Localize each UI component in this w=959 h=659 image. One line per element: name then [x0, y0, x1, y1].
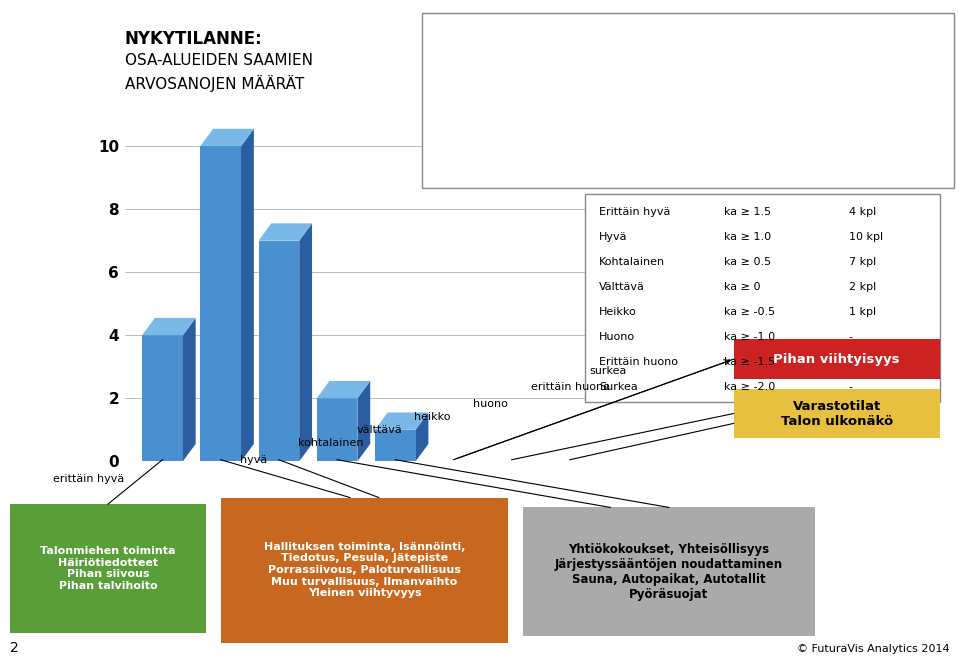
- Polygon shape: [415, 413, 429, 461]
- Text: Talonmiehen toiminta
Häiriötiedotteet
Pihan siivous
Pihan talvihoito: Talonmiehen toiminta Häiriötiedotteet Pi…: [40, 546, 175, 590]
- Text: hyvä: hyvä: [240, 455, 268, 465]
- Text: kohtalainen: kohtalainen: [298, 438, 363, 448]
- Polygon shape: [299, 223, 312, 461]
- Text: .: .: [867, 36, 871, 49]
- Polygon shape: [259, 223, 312, 241]
- Text: Hyvä: Hyvä: [599, 232, 628, 242]
- Text: 4 kpl: 4 kpl: [849, 206, 876, 217]
- Text: Huono: Huono: [599, 332, 636, 342]
- Text: -: -: [849, 382, 853, 392]
- Text: erittäin hyvä: erittäin hyvä: [53, 474, 124, 484]
- Text: surkea: surkea: [589, 366, 626, 376]
- Text: ka ≥ -0.5: ka ≥ -0.5: [724, 307, 775, 317]
- Text: erittäin huono: erittäin huono: [531, 382, 610, 392]
- Text: NYKYTILANNE:: NYKYTILANNE:: [125, 30, 263, 47]
- Bar: [200, 146, 241, 461]
- Polygon shape: [200, 129, 254, 146]
- Text: ka ≥ 1.0: ka ≥ 1.0: [724, 232, 771, 242]
- Text: , hieman hyvän rajan yläpuolella.: , hieman hyvän rajan yläpuolella.: [573, 95, 770, 108]
- Bar: [259, 241, 299, 461]
- Text: 2 kpl: 2 kpl: [849, 282, 876, 292]
- Text: välttävä: välttävä: [356, 425, 402, 435]
- Text: Erittäin hyvä: Erittäin hyvä: [599, 206, 670, 217]
- Text: Yhtiökokoukset, Yhteisöllisyys
Järjestyssääntöjen noudattaminen
Sauna, Autopaika: Yhtiökokoukset, Yhteisöllisyys Järjestys…: [555, 542, 783, 601]
- Text: Kaikilla muilla osa-alueilla keskiarvo oli selkeästi positiivinen ( >0.47).: Kaikilla muilla osa-alueilla keskiarvo o…: [438, 75, 854, 88]
- Text: OSA-ALUEIDEN SAAMIEN: OSA-ALUEIDEN SAAMIEN: [125, 53, 313, 68]
- Text: © FuturaVis Analytics 2014: © FuturaVis Analytics 2014: [797, 645, 949, 654]
- Text: Välttävä: Välttävä: [599, 282, 645, 292]
- Bar: [375, 430, 415, 461]
- Text: (-0.07).: (-0.07).: [712, 55, 759, 69]
- Bar: [142, 335, 183, 461]
- Text: 7 kpl: 7 kpl: [849, 257, 876, 267]
- Text: 2: 2: [10, 641, 18, 656]
- Text: 1.07: 1.07: [544, 95, 573, 108]
- Text: ka ≥ -1.5: ka ≥ -1.5: [724, 357, 775, 367]
- Text: Huonoin: Huonoin: [438, 55, 493, 69]
- Text: ka ≥ 0: ka ≥ 0: [724, 282, 760, 292]
- Polygon shape: [183, 318, 196, 461]
- Text: ka ≥ -2.0: ka ≥ -2.0: [724, 382, 775, 392]
- Text: skaala oli 2:sta -2:een: skaala oli 2:sta -2:een: [720, 36, 867, 49]
- Text: keskiarvon sai: keskiarvon sai: [522, 115, 614, 128]
- Polygon shape: [241, 129, 254, 461]
- Text: ka ≥ 0.5: ka ≥ 0.5: [724, 257, 771, 267]
- Text: Heikko: Heikko: [599, 307, 637, 317]
- Text: Pihan viihtyisyys: Pihan viihtyisyys: [774, 353, 900, 366]
- Text: Varastotilat
Talon ulkonäkö: Varastotilat Talon ulkonäkö: [781, 399, 893, 428]
- Text: Hallituksen toiminta, Isännöinti,
Tiedotus, Pesula, Jätepiste
Porrassiivous, Pal: Hallituksen toiminta, Isännöinti, Tiedot…: [264, 542, 465, 598]
- Text: heikko: heikko: [414, 412, 451, 422]
- Polygon shape: [142, 318, 196, 335]
- Text: ka ≥ -1.0: ka ≥ -1.0: [724, 332, 775, 342]
- Text: ARVOSANOJEN MÄÄRÄT: ARVOSANOJEN MÄÄRÄT: [125, 75, 304, 92]
- Polygon shape: [375, 413, 429, 430]
- Text: keskiarvo oli: keskiarvo oli: [493, 55, 574, 69]
- Text: Yleiskeskiarvo oli: Yleiskeskiarvo oli: [438, 95, 544, 108]
- Text: ka ≥ 1.5: ka ≥ 1.5: [724, 206, 771, 217]
- Text: -: -: [849, 357, 853, 367]
- Text: pihan viihtyisyydellä: pihan viihtyisyydellä: [574, 55, 712, 69]
- Polygon shape: [316, 381, 370, 398]
- Text: Erittäin huono: Erittäin huono: [599, 357, 678, 367]
- Text: Parhaimman: Parhaimman: [438, 115, 522, 128]
- Text: Kunkin kysymyskategorian tulosten keskiarvon: Kunkin kysymyskategorian tulosten keskia…: [438, 36, 720, 49]
- Polygon shape: [358, 381, 370, 461]
- Text: 10 kpl: 10 kpl: [849, 232, 883, 242]
- Bar: [316, 398, 358, 461]
- Text: huono: huono: [473, 399, 507, 409]
- Text: Kohtalainen: Kohtalainen: [599, 257, 666, 267]
- Text: 1 kpl: 1 kpl: [849, 307, 876, 317]
- Text: (1.87): (1.87): [756, 115, 795, 128]
- Text: talonmiehen toiminta: talonmiehen toiminta: [614, 115, 756, 128]
- Text: -: -: [849, 332, 853, 342]
- Text: Surkea: Surkea: [599, 382, 638, 392]
